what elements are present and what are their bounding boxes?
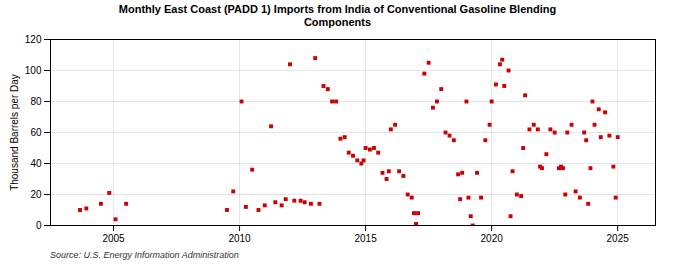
svg-text:20: 20 — [30, 189, 42, 200]
html-text:Source: U.S. Energy Informatio: Source: U.S. Energy Information Administ… — [50, 250, 239, 260]
svg-text:2020: 2020 — [481, 233, 504, 244]
svg-text:2010: 2010 — [228, 233, 251, 244]
svg-text:100: 100 — [25, 65, 42, 76]
svg-text:2025: 2025 — [607, 233, 630, 244]
svg-text:0: 0 — [36, 220, 42, 231]
svg-text:Thousand Barrels per Day: Thousand Barrels per Day — [9, 74, 20, 191]
svg-text:2005: 2005 — [102, 233, 125, 244]
svg-text:40: 40 — [30, 158, 42, 169]
svg-text:60: 60 — [30, 127, 42, 138]
svg-text:2015: 2015 — [354, 233, 377, 244]
svg-text:120: 120 — [25, 34, 42, 45]
html-text:Monthly East Coast (PADD 1) Im: Monthly East Coast (PADD 1) Imports from… — [118, 3, 557, 28]
svg-text:80: 80 — [30, 96, 42, 107]
